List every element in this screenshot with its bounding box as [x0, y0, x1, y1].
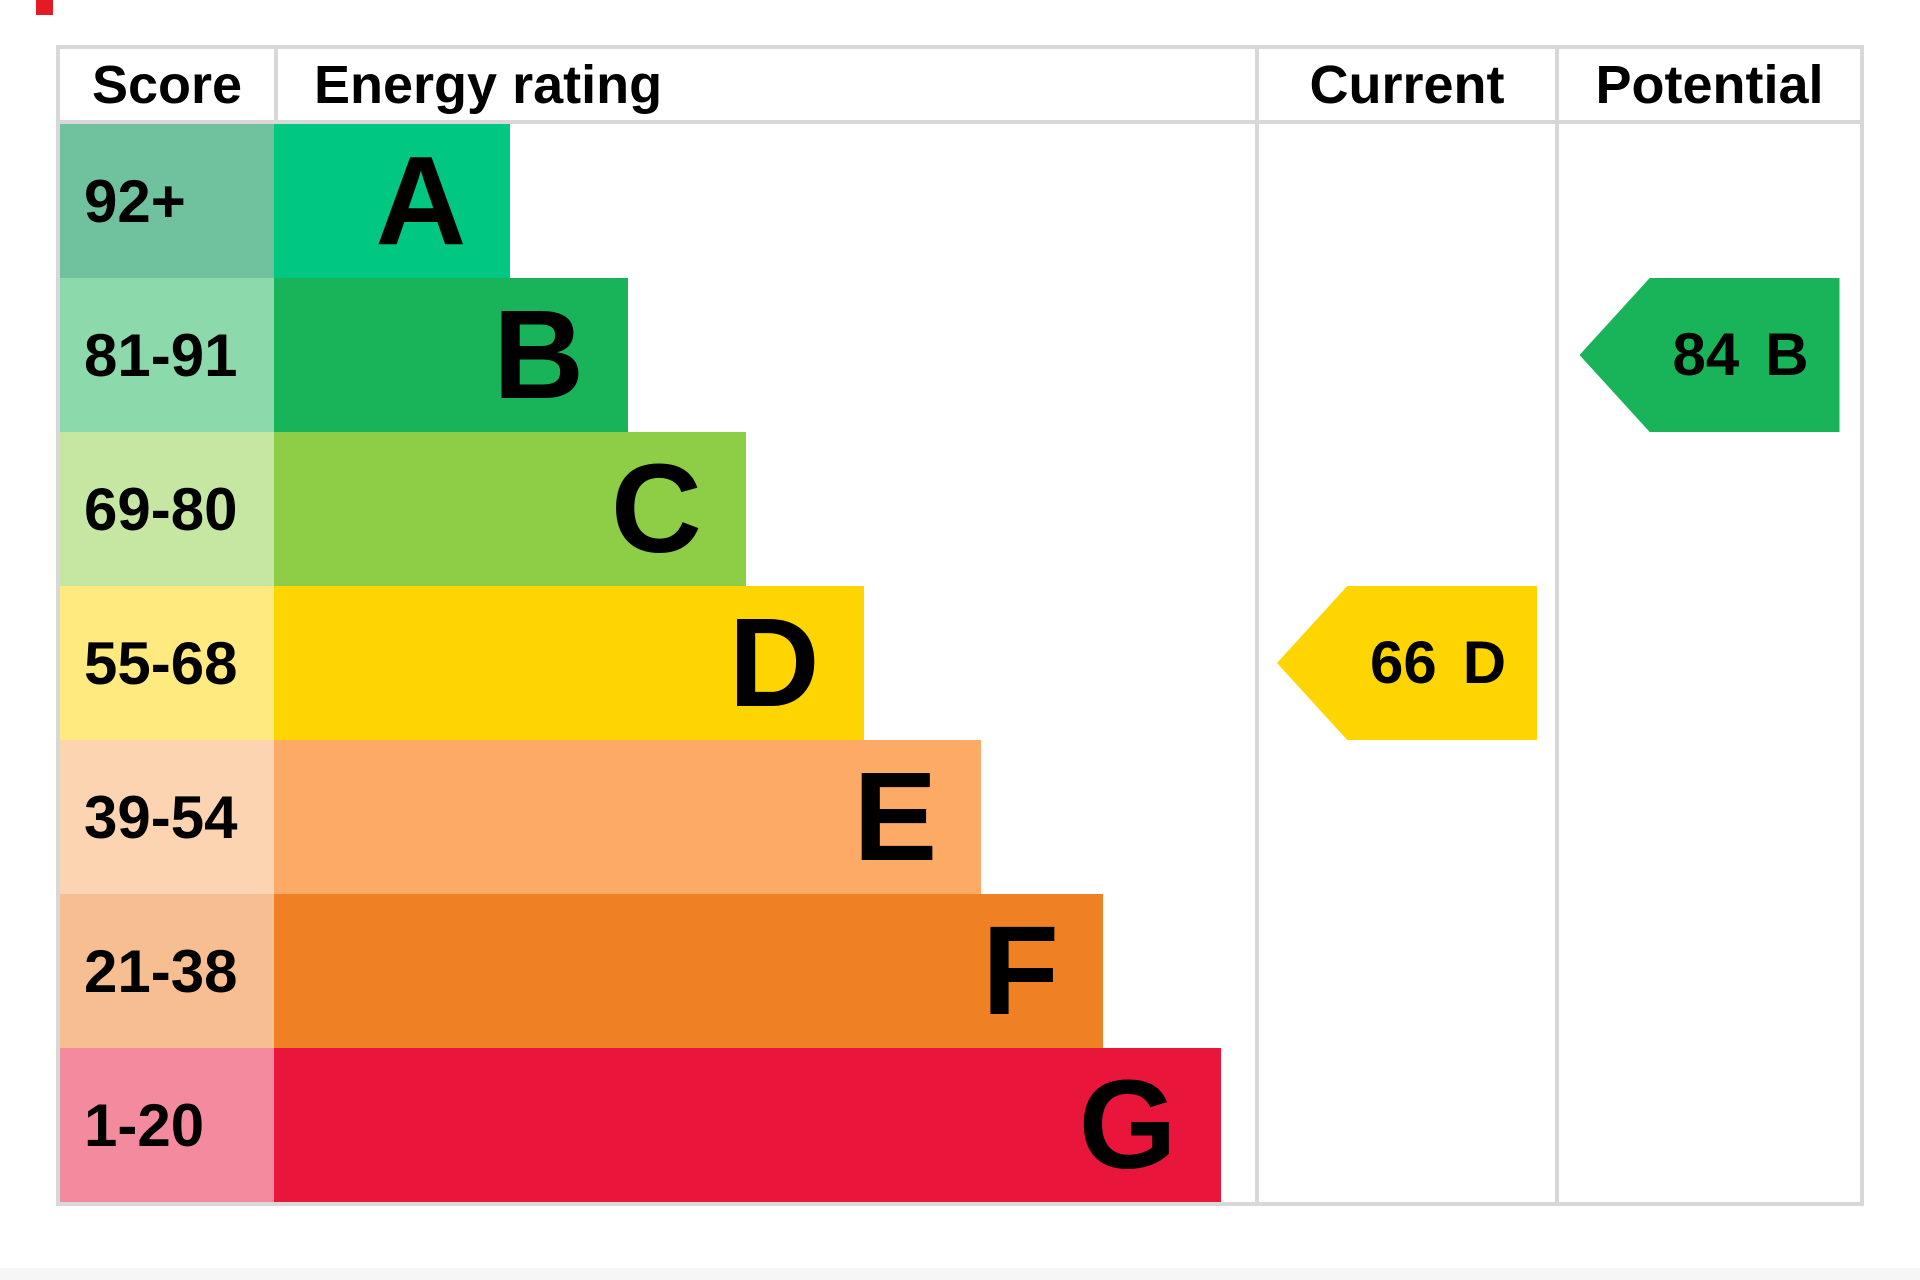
band-score-range: 81-91	[60, 278, 274, 432]
potential-column-cell	[1555, 740, 1860, 894]
band-letter: F	[981, 900, 1059, 1041]
band-bar-cell: G	[274, 1048, 1255, 1202]
potential-column-cell	[1555, 432, 1860, 586]
header-row: Score Energy rating Current Potential	[60, 49, 1860, 124]
band-letter: B	[493, 284, 585, 425]
current-column-cell: 66 D	[1255, 586, 1555, 740]
band-row-f: 21-38 F	[60, 894, 1860, 1048]
band-bar-cell: C	[274, 432, 1255, 586]
band-letter: E	[853, 746, 938, 887]
band-bar-cell: E	[274, 740, 1255, 894]
current-column-cell	[1255, 894, 1555, 1048]
potential-column-cell	[1555, 894, 1860, 1048]
header-current: Current	[1255, 49, 1555, 124]
band-bar: E	[274, 740, 982, 894]
band-score-range: 92+	[60, 124, 274, 278]
band-bar: C	[274, 432, 746, 586]
band-bar: D	[274, 586, 864, 740]
band-score-range: 69-80	[60, 432, 274, 586]
screen-corner-artifact	[36, 0, 53, 15]
band-row-e: 39-54 E	[60, 740, 1860, 894]
band-bar-cell: A	[274, 124, 1255, 278]
potential-column-cell	[1555, 586, 1860, 740]
potential-band-letter: B	[1765, 321, 1809, 388]
band-score-range: 39-54	[60, 740, 274, 894]
current-rating-arrow: 66 D	[1277, 586, 1537, 740]
potential-column-cell: 84 B	[1555, 278, 1860, 432]
band-letter: D	[728, 592, 820, 733]
band-row-b: 81-91 B 84 B	[60, 278, 1860, 432]
bottom-edge-strip	[0, 1268, 1920, 1280]
header-score: Score	[60, 49, 274, 124]
header-potential: Potential	[1555, 49, 1860, 124]
band-score-range: 21-38	[60, 894, 274, 1048]
current-column-cell	[1255, 278, 1555, 432]
band-bar: G	[274, 1048, 1221, 1202]
current-band-letter: D	[1462, 629, 1507, 696]
band-rows: 92+ A 81-91 B 84 B 69-80 C 55-68 D 66 D 39-54 E 21-38 F…	[60, 124, 1860, 1202]
band-score-range: 1-20	[60, 1048, 274, 1202]
band-row-c: 69-80 C	[60, 432, 1860, 586]
current-column-cell	[1255, 1048, 1555, 1202]
band-bar-cell: D	[274, 586, 1255, 740]
current-column-cell	[1255, 740, 1555, 894]
band-letter: C	[610, 438, 702, 579]
band-row-a: 92+ A	[60, 124, 1860, 278]
band-letter: A	[375, 130, 467, 271]
potential-rating-arrow: 84 B	[1579, 278, 1840, 432]
current-score-value: 66	[1369, 629, 1437, 696]
potential-column-cell	[1555, 124, 1860, 278]
band-bar-cell: B	[274, 278, 1255, 432]
band-bar: A	[274, 124, 511, 278]
potential-score-value: 84	[1672, 321, 1740, 388]
band-row-g: 1-20 G	[60, 1048, 1860, 1202]
band-bar-cell: F	[274, 894, 1255, 1048]
band-bar: F	[274, 894, 1103, 1048]
band-score-range: 55-68	[60, 586, 274, 740]
potential-column-cell	[1555, 1048, 1860, 1202]
band-bar: B	[274, 278, 629, 432]
header-energy-rating: Energy rating	[274, 49, 1255, 124]
current-column-cell	[1255, 432, 1555, 586]
band-letter: G	[1078, 1054, 1177, 1195]
band-row-d: 55-68 D 66 D	[60, 586, 1860, 740]
epc-rating-chart: Score Energy rating Current Potential 92…	[56, 45, 1864, 1206]
current-column-cell	[1255, 124, 1555, 278]
